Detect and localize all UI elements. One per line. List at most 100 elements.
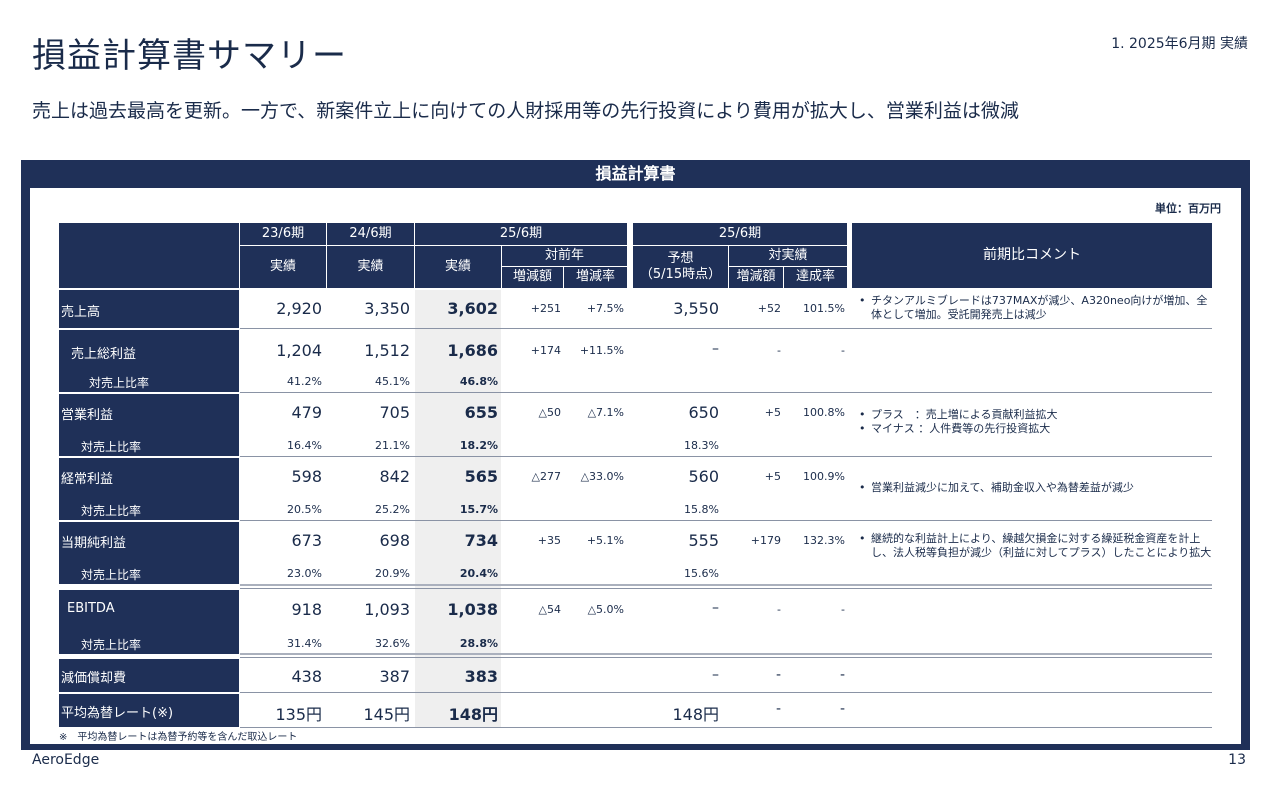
header-fy24: 24/6期 bbox=[327, 223, 414, 245]
cell-net-fy23: 673 bbox=[291, 531, 322, 550]
page-number: 13 bbox=[1228, 752, 1246, 768]
cell-gross-vs-change: - bbox=[777, 344, 781, 357]
header-fy25-actual: 実績 bbox=[415, 246, 501, 288]
row-sublabel-text: 対売上比率 bbox=[89, 376, 150, 390]
header-fy23: 23/6期 bbox=[240, 223, 326, 245]
cell-net-vs-change: +179 bbox=[750, 534, 781, 547]
cell-gross-change: +174 bbox=[530, 344, 561, 357]
row-divider bbox=[240, 588, 1212, 589]
cell-fx-fy23: 135円 bbox=[275, 705, 322, 724]
header-yoy: 対前年 bbox=[502, 246, 627, 266]
footnote: ※ 平均為替レートは為替予約等を含んだ取込レート bbox=[59, 732, 298, 743]
cell-ord-ratio-fy23: 20.5% bbox=[287, 503, 322, 516]
header-forecast: 予想 （5/15時点） bbox=[633, 246, 728, 288]
cell-ebitda-change: △54 bbox=[538, 603, 561, 616]
cell-ord-vs-change: +5 bbox=[764, 470, 781, 483]
cell-net-ratio-fy25: 20.4% bbox=[459, 567, 498, 580]
comment-sales: チタンアルミブレードは737MAXが減少、A320neo向けが増加、全体として増… bbox=[857, 294, 1217, 323]
cell-dep-fy23: 438 bbox=[291, 667, 322, 686]
page-subtitle: 売上は過去最高を更新。一方で、新案件立上に向けての人財採用等の先行投資により費用… bbox=[32, 100, 1019, 122]
row-label-ebitda: EBITDA 対売上比率 bbox=[59, 590, 239, 654]
cell-sales-fy23: 2,920 bbox=[276, 299, 322, 318]
cell-fx-forecast: 148円 bbox=[672, 705, 719, 724]
cell-dep-fy24: 387 bbox=[379, 667, 410, 686]
cell-op-achievement: 100.8% bbox=[803, 406, 845, 419]
row-divider bbox=[240, 328, 1212, 329]
cell-gross-fy25: 1,686 bbox=[447, 341, 498, 360]
header-blank bbox=[59, 223, 239, 288]
cell-ord-ratio-forecast: 15.8% bbox=[684, 503, 719, 516]
row-label-text: 売上高 bbox=[61, 305, 101, 320]
cell-net-change: +35 bbox=[537, 534, 561, 547]
panel-title: 損益計算書 bbox=[595, 164, 676, 183]
cell-gross-rate: +11.5% bbox=[579, 344, 624, 357]
row-label-text: 平均為替レート(※) bbox=[61, 706, 174, 721]
row-divider bbox=[240, 456, 1212, 457]
cell-gross-ratio-fy24: 45.1% bbox=[375, 375, 410, 388]
cell-ebitda-fy24: 1,093 bbox=[364, 600, 410, 619]
row-label-ordinary-profit: 経常利益 対売上比率 bbox=[59, 458, 239, 520]
header-fy25: 25/6期 bbox=[415, 223, 627, 245]
cell-ord-change: △277 bbox=[531, 470, 561, 483]
cell-op-fy23: 479 bbox=[291, 403, 322, 422]
cell-ord-ratio-fy24: 25.2% bbox=[375, 503, 410, 516]
comment-bullet: チタンアルミブレードは737MAXが減少、A320neo向けが増加、全体として増… bbox=[857, 294, 1217, 323]
cell-op-forecast: 650 bbox=[688, 403, 719, 422]
header-fy23-actual: 実績 bbox=[240, 246, 326, 288]
cell-gross-fy24: 1,512 bbox=[364, 341, 410, 360]
row-label-fx-rate: 平均為替レート(※) bbox=[59, 694, 239, 727]
row-sublabel-text: 対売上比率 bbox=[81, 504, 142, 518]
comment-bullet: プラス ：売上増による貢献利益拡大 bbox=[857, 408, 1217, 423]
cell-net-achievement: 132.3% bbox=[803, 534, 845, 547]
cell-op-fy25: 655 bbox=[464, 403, 498, 422]
header-yoy-change: 増減額 bbox=[502, 267, 563, 288]
row-divider bbox=[240, 657, 1212, 658]
header-yoy-rate: 増減率 bbox=[564, 267, 627, 288]
cell-ebitda-rate: △5.0% bbox=[587, 603, 624, 616]
cell-fx-vs-change: - bbox=[775, 701, 781, 717]
cell-net-ratio-fy24: 20.9% bbox=[375, 567, 410, 580]
cell-gross-ratio-fy23: 41.2% bbox=[287, 375, 322, 388]
row-label-text: 当期純利益 bbox=[61, 536, 127, 551]
cell-ord-fy24: 842 bbox=[379, 467, 410, 486]
cell-dep-forecast: – bbox=[712, 667, 719, 683]
current-year-shade bbox=[415, 290, 501, 728]
footer-company: AeroEdge bbox=[32, 752, 100, 768]
row-divider bbox=[240, 584, 1212, 586]
row-sublabel-text: 対売上比率 bbox=[81, 440, 142, 454]
cell-net-rate: +5.1% bbox=[586, 534, 624, 547]
row-divider bbox=[240, 653, 1212, 655]
cell-op-rate: △7.1% bbox=[587, 406, 624, 419]
row-label-operating-profit: 営業利益 対売上比率 bbox=[59, 394, 239, 456]
cell-op-ratio-fy24: 21.1% bbox=[375, 439, 410, 452]
row-label-text: 売上総利益 bbox=[71, 347, 137, 362]
cell-net-forecast: 555 bbox=[688, 531, 719, 550]
comment-net: 継続的な利益計上により、繰越欠損金に対する繰延税金資産を計上し、法人税等負担が減… bbox=[857, 532, 1217, 561]
cell-ord-fy25: 565 bbox=[464, 467, 498, 486]
row-label-text: EBITDA bbox=[67, 601, 115, 616]
cell-gross-achievement: - bbox=[841, 344, 845, 357]
cell-op-ratio-fy23: 16.4% bbox=[287, 439, 322, 452]
cell-ord-ratio-fy25: 15.7% bbox=[459, 503, 498, 516]
cell-net-ratio-fy23: 23.0% bbox=[287, 567, 322, 580]
cell-sales-vs-change: +52 bbox=[757, 302, 781, 315]
header-fy24-actual: 実績 bbox=[327, 246, 414, 288]
cell-sales-fy25: 3,602 bbox=[447, 299, 498, 318]
cell-sales-achievement: 101.5% bbox=[803, 302, 845, 315]
row-label-gross-profit: 売上総利益 対売上比率 bbox=[59, 330, 239, 392]
header-vs-actual: 対実績 bbox=[729, 246, 847, 266]
cell-dep-vs-change: - bbox=[775, 667, 781, 683]
page-title: 損益計算書サマリー bbox=[32, 36, 347, 76]
cell-ebitda-fy23: 918 bbox=[291, 600, 322, 619]
row-sublabel-text: 対売上比率 bbox=[81, 638, 142, 652]
cell-net-ratio-forecast: 15.6% bbox=[684, 567, 719, 580]
cell-sales-fy24: 3,350 bbox=[364, 299, 410, 318]
cell-dep-fy25: 383 bbox=[464, 667, 498, 686]
income-statement-panel: 損益計算書 単位：百万円 23/6期 24/6期 25/6期 実績 実績 実績 … bbox=[21, 160, 1250, 750]
header-fy25-forecast: 25/6期 bbox=[633, 223, 847, 245]
cell-ebitda-achievement: - bbox=[841, 603, 845, 616]
cell-sales-change: +251 bbox=[530, 302, 561, 315]
cell-op-ratio-fy25: 18.2% bbox=[459, 439, 498, 452]
cell-op-change: △50 bbox=[538, 406, 561, 419]
cell-net-fy24: 698 bbox=[379, 531, 410, 550]
